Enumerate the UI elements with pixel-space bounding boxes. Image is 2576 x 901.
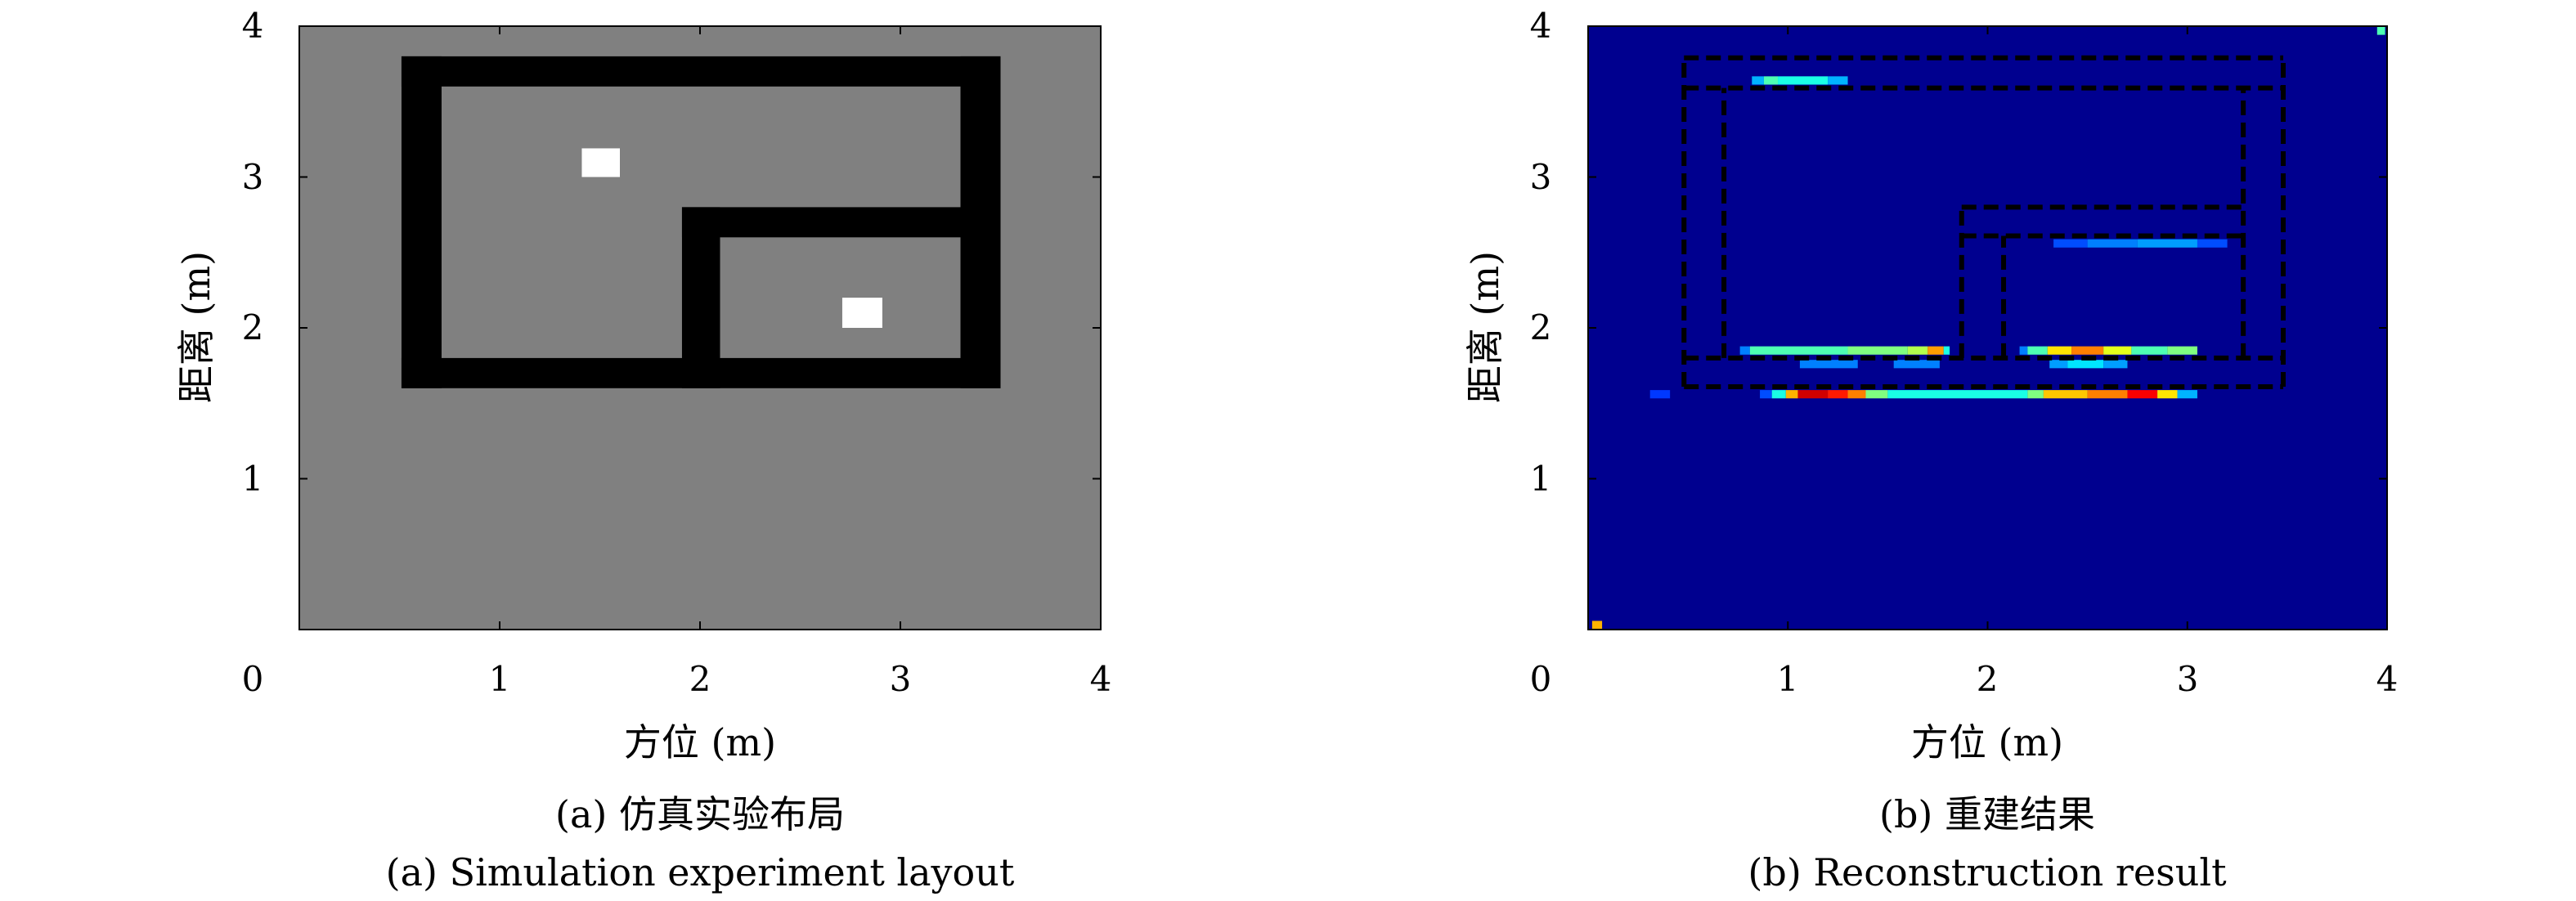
x-tick-label: 4: [1090, 659, 1112, 699]
heatmap-cell: [1797, 390, 1829, 399]
heatmap-cell: [1785, 390, 1798, 399]
heatmap-cell: [1739, 346, 1750, 355]
heatmap-cell: [1771, 390, 1786, 399]
x-tick-label: 1: [1777, 659, 1799, 699]
y-tick-label: 4: [1530, 6, 1552, 46]
x-tick-label: 3: [2177, 659, 2199, 699]
heatmap-cell: [1749, 346, 1848, 355]
heatmap-cell: [2376, 26, 2385, 35]
heatmap-cell: [2087, 239, 2138, 248]
x-tick-label: 3: [890, 659, 912, 699]
heatmap-cell: [1799, 360, 1858, 369]
caption-en: (b) Reconstruction result: [1748, 850, 2227, 894]
heatmap-cell: [2043, 390, 2088, 399]
heatmap-cell: [1778, 76, 1829, 85]
x-tick-label: 0: [1530, 659, 1552, 699]
x-tick-label: 0: [242, 659, 264, 699]
wall: [401, 56, 442, 388]
heatmap-cell: [2127, 390, 2158, 399]
heatmap-cell: [1591, 621, 1603, 630]
heatmap-cell: [2177, 390, 2197, 399]
y-axis-label: 距离 (m): [1463, 251, 1507, 403]
wall: [681, 207, 1001, 238]
plot-area-a: [298, 25, 1102, 630]
heatmap-cell: [2103, 346, 2132, 355]
y-tick-label: 3: [242, 157, 264, 197]
heatmap-cell: [2019, 346, 2028, 355]
heatmap-cell: [1649, 390, 1671, 399]
heatmap-cell: [2053, 239, 2088, 248]
heatmap-cell: [1847, 346, 1908, 355]
heatmap-cell: [2027, 390, 2044, 399]
heatmap-cell: [2027, 346, 2048, 355]
heatmap-cell: [2197, 239, 2228, 248]
x-tick-label: 1: [489, 659, 511, 699]
y-axis-label: 距离 (m): [174, 251, 218, 403]
heatmap-cell: [2087, 390, 2128, 399]
caption-en: (a) Simulation experiment layout: [386, 850, 1015, 894]
heatmap-cell: [1887, 390, 2028, 399]
caption-cn: (a) 仿真实验布局: [555, 792, 845, 836]
x-tick-label: 2: [689, 659, 711, 699]
heatmap-cell: [1907, 346, 1928, 355]
target: [841, 298, 882, 328]
x-axis-label: 方位 (m): [1911, 720, 2063, 764]
y-tick-label: 1: [1530, 459, 1552, 499]
heatmap-cell: [2071, 346, 2104, 355]
wall: [401, 56, 1001, 87]
heatmap-cell: [1928, 346, 1944, 355]
heatmap-cell: [1943, 346, 1950, 355]
plot-background: [1588, 26, 2387, 630]
y-tick-label: 2: [1530, 307, 1552, 347]
heatmap-cell: [1865, 390, 1888, 399]
heatmap-cell: [1847, 390, 1866, 399]
panel-b-reconstruction: 0 1 2 3 4 1 2 3 4 方位 (m) 距离 (m) (b) 重建结果…: [1463, 6, 2398, 894]
y-tick-label: 2: [242, 307, 264, 347]
heatmap-cell: [1893, 360, 1940, 369]
target: [581, 148, 620, 177]
y-tick-label: 1: [242, 459, 264, 499]
panel-a-layout: 0 1 2 3 4 1 2 3 4 方位 (m) 距离 (m) (a) 仿真实验…: [174, 6, 1111, 894]
x-tick-label: 4: [2376, 659, 2399, 699]
heatmap-cell: [2049, 360, 2068, 369]
heatmap-cell: [1760, 390, 1772, 399]
heatmap-cell: [2047, 346, 2072, 355]
x-axis-label: 方位 (m): [624, 720, 776, 764]
heatmap-cell: [1763, 76, 1779, 85]
heatmap-cell: [1828, 390, 1848, 399]
x-tick-label: 2: [1977, 659, 1999, 699]
heatmap-cell: [1752, 76, 1764, 85]
heatmap-cell: [1828, 76, 1848, 85]
plot-area-b: [1587, 25, 2388, 630]
heatmap-cell: [2137, 239, 2197, 248]
y-tick-label: 3: [1530, 157, 1552, 197]
heatmap-cell: [2167, 346, 2197, 355]
heatmap-cell: [2067, 360, 2104, 369]
y-tick-label: 4: [242, 6, 264, 46]
heatmap-cell: [2103, 360, 2128, 369]
heatmap-cell: [2157, 390, 2178, 399]
caption-cn: (b) 重建结果: [1879, 792, 2095, 836]
heatmap-cell: [2131, 346, 2168, 355]
